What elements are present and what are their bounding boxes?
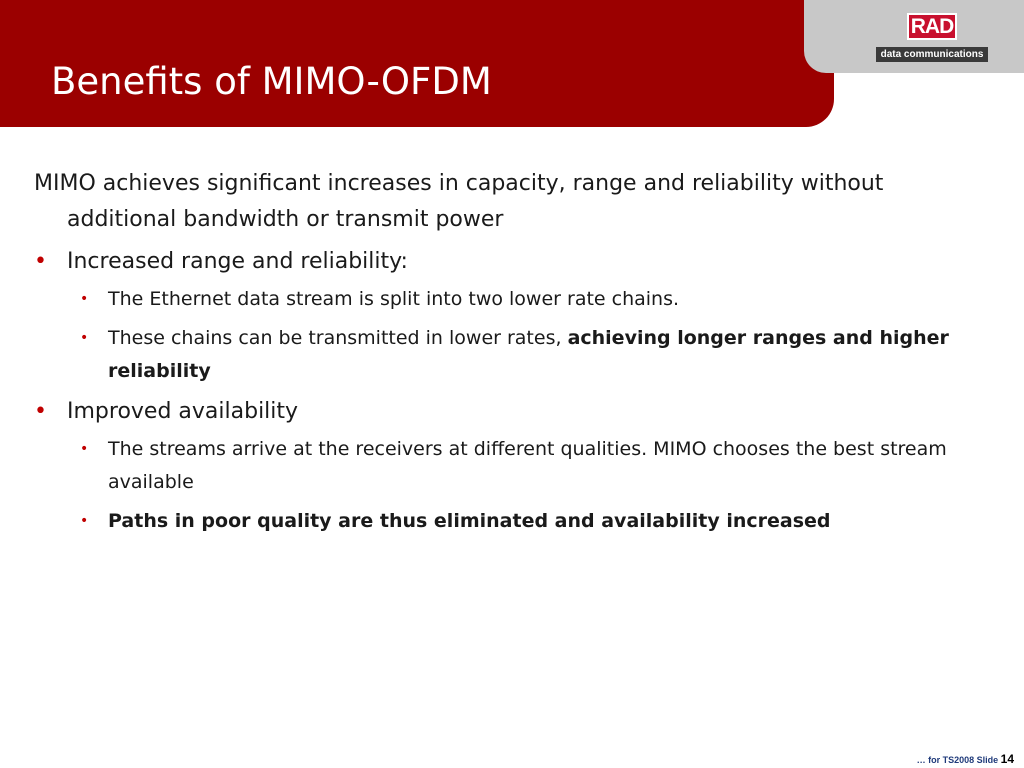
sub-bullet-text: These chains can be transmitted in lower… <box>108 327 568 349</box>
sub-bullet-paths-eliminated: • Paths in poor quality are thus elimina… <box>34 505 964 538</box>
sub-bullet-text: The Ethernet data stream is split into t… <box>108 288 680 310</box>
bullet-icon: • <box>34 249 47 274</box>
slide-content: MIMO achieves significant increases in c… <box>34 166 964 540</box>
bullet-icon: • <box>80 330 89 346</box>
sub-bullet-best-stream: • The streams arrive at the receivers at… <box>34 433 964 499</box>
rad-logo: RAD <box>907 13 957 40</box>
logo-subtitle: data communications <box>876 47 988 62</box>
bullet-text: Improved availability <box>67 399 299 424</box>
intro-text: MIMO achieves significant increases in c… <box>34 171 884 232</box>
footer-label: … for TS2008 Slide <box>916 755 999 765</box>
slide-footer: … for TS2008 Slide 14 <box>917 752 1014 766</box>
sub-bullet-split-stream: • The Ethernet data stream is split into… <box>34 283 964 316</box>
bullet-icon: • <box>80 291 89 307</box>
bullet-text: Increased range and reliability: <box>67 249 408 274</box>
bullet-icon: • <box>80 513 89 529</box>
sub-bullet-text: The streams arrive at the receivers at d… <box>108 438 947 493</box>
bullet-availability: • Improved availability <box>34 394 964 430</box>
bullet-icon: • <box>34 399 47 424</box>
sub-bullet-emphasis: achieving longer ranges and higher relia… <box>108 327 949 382</box>
bullet-icon: • <box>80 441 89 457</box>
slide-number: 14 <box>1000 752 1014 766</box>
slide-title: Benefits of MIMO-OFDM <box>51 60 492 103</box>
bullet-range-reliability: • Increased range and reliability: <box>34 244 964 280</box>
title-bar <box>0 0 834 127</box>
sub-bullet-emphasis: Paths in poor quality are thus eliminate… <box>108 510 831 532</box>
sub-bullet-lower-rates: • These chains can be transmitted in low… <box>34 322 964 388</box>
